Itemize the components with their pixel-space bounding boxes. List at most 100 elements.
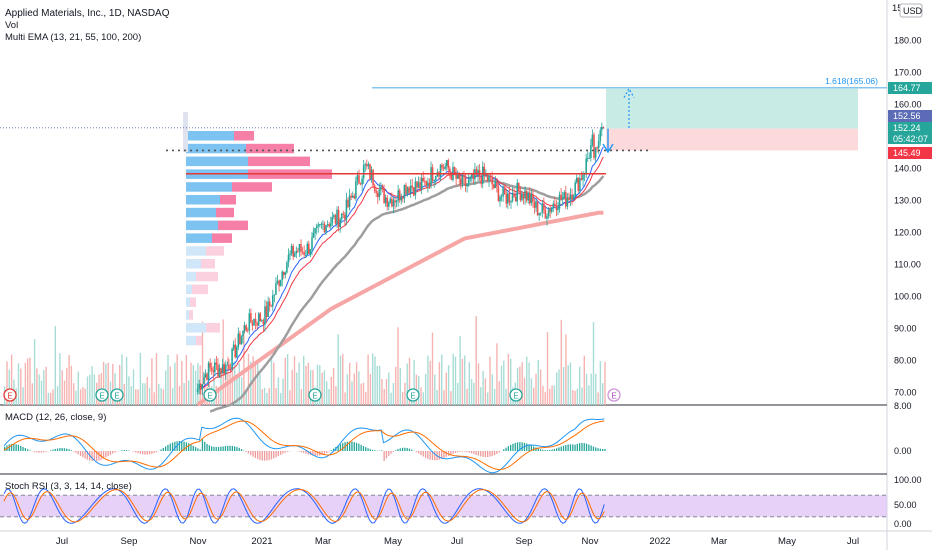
macd-histogram-bar [303, 451, 305, 453]
macd-histogram-bar [592, 446, 595, 451]
candle [397, 184, 399, 207]
earnings-marker[interactable]: E [509, 388, 523, 402]
volume-bar [75, 390, 77, 405]
candle [330, 216, 332, 230]
candle [369, 163, 371, 181]
candle [292, 243, 294, 261]
candle-body [561, 198, 564, 200]
candle-body [458, 172, 461, 179]
earnings-marker-badge[interactable] [95, 388, 109, 402]
candle-body [576, 177, 578, 183]
currency-button[interactable] [899, 3, 923, 18]
indicator-ema-label[interactable]: Multi EMA (13, 21, 55, 100, 200) [5, 32, 141, 43]
candle-body [463, 175, 465, 177]
volume-bar [500, 365, 503, 405]
volume-profile-up [186, 259, 201, 269]
candle [300, 239, 302, 257]
earnings-marker-badge[interactable] [203, 388, 217, 402]
volume-bar [328, 389, 330, 405]
currency-button-label[interactable]: USD [903, 6, 923, 16]
volume-bar [523, 377, 526, 405]
volume-bar [330, 376, 332, 405]
earnings-marker[interactable]: E [95, 388, 109, 402]
candle-body [265, 306, 268, 317]
volume-bar [533, 387, 535, 405]
volume-bar [289, 390, 291, 405]
symbol-title[interactable]: Applied Materials, Inc., 1D, NASDAQ [5, 8, 170, 19]
down-arrow[interactable] [602, 128, 614, 154]
earnings-marker[interactable]: E [607, 388, 621, 402]
earnings-marker[interactable]: E [110, 388, 124, 402]
candle [325, 224, 327, 235]
candle [311, 231, 313, 256]
macd-histogram-bar [33, 451, 36, 452]
earnings-marker-badge[interactable] [607, 388, 621, 402]
macd-label[interactable]: MACD (12, 26, close, 9) [5, 412, 106, 423]
candle [441, 162, 443, 171]
volume-bar [10, 354, 13, 405]
candle-body [350, 195, 352, 198]
macd-histogram-bar [252, 451, 254, 457]
volume-bar [473, 382, 475, 405]
volume-bar [339, 355, 342, 405]
candle-body [317, 224, 319, 227]
long-position-tool[interactable] [606, 88, 858, 151]
earnings-marker-badge[interactable] [509, 388, 523, 402]
price-tick-label: 90.00 [894, 324, 917, 334]
earnings-marker-badge[interactable] [110, 388, 124, 402]
volume-bar [374, 356, 376, 405]
candle-body [444, 166, 446, 169]
volume-bar [344, 392, 346, 405]
volume-bar [537, 359, 539, 405]
candle-body [275, 283, 277, 295]
volume-bar [312, 370, 314, 405]
candle [541, 199, 544, 218]
macd-histogram-bar [385, 451, 388, 459]
candle [347, 197, 349, 209]
candle [594, 147, 597, 163]
candle-body [268, 301, 271, 306]
candle-body [425, 181, 428, 187]
candle [516, 178, 518, 206]
drawings[interactable]: 1.618(165.06) [0, 76, 887, 175]
candle-body [383, 188, 385, 204]
volume-bar [498, 381, 500, 405]
earnings-marker-badge[interactable] [3, 388, 17, 402]
target-arrow[interactable] [623, 87, 635, 128]
volume-bar [445, 372, 447, 405]
candle [466, 182, 468, 193]
volume-bar [27, 358, 29, 405]
candle-body [424, 181, 426, 182]
candle [259, 312, 262, 323]
earnings-marker-badge[interactable] [308, 388, 322, 402]
volume-profile-down [196, 271, 218, 282]
stop-zone[interactable] [606, 128, 858, 151]
candle [270, 304, 272, 308]
macd-histogram-bar [443, 451, 445, 459]
candle [225, 360, 227, 380]
earnings-marker-badge[interactable] [406, 388, 420, 402]
macd-histogram-bar [17, 444, 20, 451]
volume-profile-down [218, 220, 248, 231]
candle [577, 177, 580, 193]
target-zone[interactable] [606, 88, 858, 129]
earnings-marker[interactable]: E [308, 388, 322, 402]
earnings-marker[interactable]: E [3, 388, 17, 402]
candle [439, 163, 442, 182]
candle-body [466, 184, 468, 187]
volume-profile-up [186, 271, 196, 282]
candle [283, 271, 285, 279]
candle-body [569, 194, 572, 200]
indicator-vol-label[interactable]: Vol [5, 20, 18, 31]
macd-histogram-bar [470, 451, 473, 454]
earnings-marker[interactable]: E [406, 388, 420, 402]
candle [289, 250, 291, 261]
macd-histogram-bar [326, 451, 328, 453]
candle [525, 190, 528, 203]
volume-profile-down [201, 259, 215, 269]
earnings-marker[interactable]: E [203, 388, 217, 402]
stoch-label[interactable]: Stoch RSI (3, 3, 14, 14, close) [5, 481, 132, 492]
macd-histogram-bar [493, 451, 496, 456]
